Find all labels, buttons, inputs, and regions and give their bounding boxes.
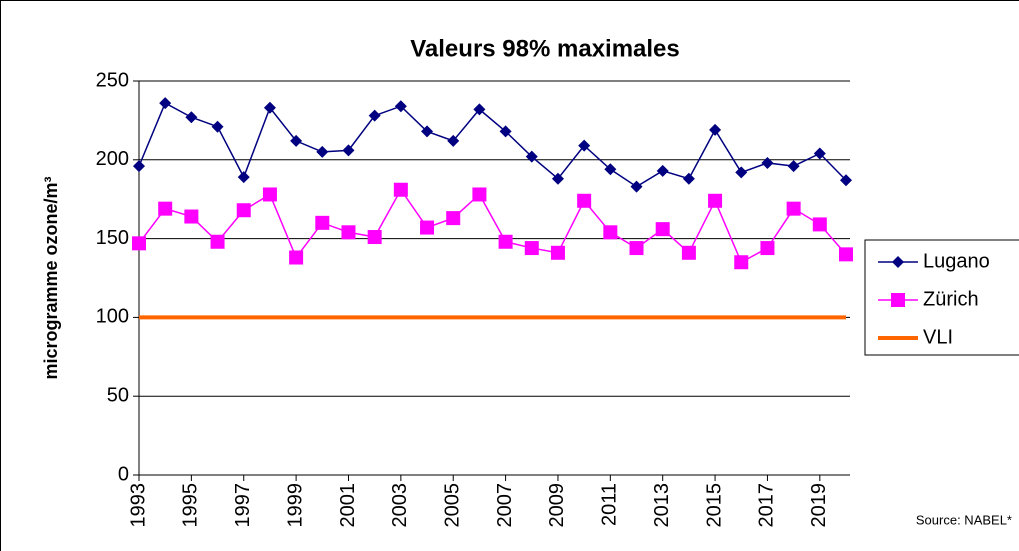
x-tick-label: 2015 — [703, 483, 725, 528]
point — [185, 111, 198, 124]
point — [578, 139, 591, 152]
point — [289, 250, 304, 265]
point — [132, 236, 146, 251]
point — [786, 201, 801, 216]
point — [840, 174, 852, 187]
point — [368, 109, 381, 122]
point — [682, 172, 695, 185]
x-tick-label: 2017 — [756, 483, 778, 528]
series-line — [138, 102, 847, 188]
point — [263, 101, 276, 114]
point — [498, 234, 513, 249]
point — [236, 203, 251, 218]
x-tick-label: 1999 — [284, 483, 306, 528]
point — [393, 182, 408, 197]
point — [420, 220, 435, 235]
point — [133, 160, 145, 173]
point — [550, 245, 565, 260]
point — [603, 225, 618, 240]
point — [367, 230, 382, 245]
point — [735, 166, 748, 179]
point — [708, 193, 723, 208]
point — [761, 156, 774, 169]
point — [158, 201, 173, 216]
point — [630, 180, 643, 193]
y-axis-label: microgramme ozone/m³ — [41, 176, 61, 379]
point — [812, 217, 827, 232]
point — [316, 145, 329, 158]
chart-title: Valeurs 98% maximales — [410, 35, 680, 62]
point — [290, 134, 303, 147]
point — [525, 150, 538, 163]
point — [184, 209, 199, 224]
legend-label: VLI — [923, 326, 953, 348]
legend-label: Zürich — [923, 288, 979, 310]
point — [577, 193, 592, 208]
x-tick-label: 2009 — [546, 483, 568, 528]
point — [237, 171, 250, 184]
x-tick-label: 2011 — [599, 483, 621, 526]
point — [342, 144, 355, 157]
legend-marker — [891, 293, 905, 307]
y-tick-label: 100 — [96, 306, 129, 328]
point — [655, 222, 670, 237]
point — [681, 245, 696, 260]
source-note: Source: NABEL* — [916, 512, 1012, 527]
y-tick-label: 150 — [96, 227, 129, 249]
x-tick-label: 2001 — [337, 483, 359, 528]
point — [159, 97, 172, 110]
x-tick-label: 1995 — [180, 483, 202, 528]
legend-marker — [892, 256, 904, 268]
x-tick-label: 2019 — [808, 483, 830, 528]
x-tick-label: 1997 — [232, 483, 254, 528]
point — [734, 255, 749, 270]
point — [499, 125, 512, 138]
y-tick-label: 0 — [118, 463, 129, 485]
series-line — [138, 188, 847, 264]
point — [709, 123, 722, 136]
point — [629, 241, 644, 256]
point — [813, 147, 826, 160]
point — [839, 247, 853, 262]
point — [341, 225, 356, 240]
point — [211, 120, 224, 133]
point — [315, 215, 330, 230]
legend-label: Lugano — [923, 250, 990, 272]
point — [787, 160, 800, 173]
point — [421, 125, 434, 138]
point — [472, 187, 487, 202]
point — [473, 103, 486, 116]
point — [656, 164, 669, 177]
point — [447, 134, 460, 147]
point — [262, 187, 277, 202]
x-tick-label: 1993 — [127, 483, 149, 528]
point — [604, 163, 617, 176]
point — [210, 234, 225, 249]
point — [551, 172, 564, 185]
x-tick-label: 2005 — [442, 483, 464, 528]
x-tick-label: 2007 — [494, 483, 516, 528]
legend-box — [864, 239, 1019, 356]
y-tick-label: 200 — [96, 148, 129, 170]
y-tick-label: 50 — [107, 384, 129, 406]
point — [446, 211, 461, 226]
point — [524, 241, 539, 256]
point — [760, 241, 775, 256]
point — [394, 100, 407, 113]
x-tick-label: 2013 — [651, 483, 673, 528]
x-tick-label: 2003 — [389, 483, 411, 528]
y-tick-label: 250 — [96, 69, 129, 91]
